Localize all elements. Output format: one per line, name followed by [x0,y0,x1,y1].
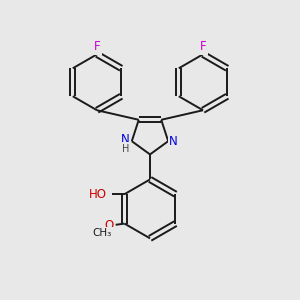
Text: N: N [121,133,130,146]
Text: F: F [200,40,206,53]
Text: H: H [122,144,129,154]
Text: HO: HO [89,188,107,201]
Text: F: F [94,40,100,53]
Text: CH₃: CH₃ [92,228,112,238]
Text: O: O [104,220,113,232]
Text: N: N [169,135,178,148]
